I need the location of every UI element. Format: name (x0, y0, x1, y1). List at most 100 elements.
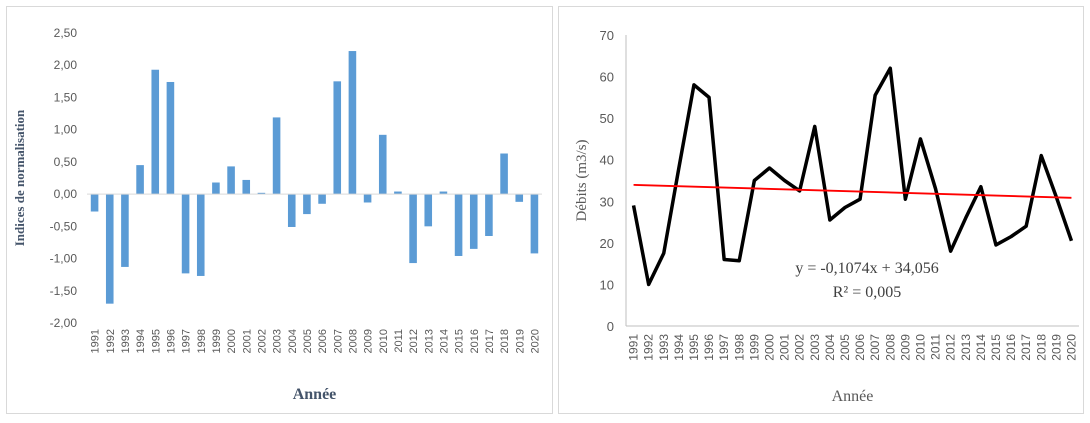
x-axis-title: Année (293, 386, 337, 403)
bar (469, 194, 478, 249)
x-tick-label: 1992 (105, 329, 117, 353)
x-tick-label: 1995 (150, 329, 162, 353)
x-tick-label: 2013 (959, 334, 973, 361)
bar (227, 166, 235, 195)
x-tick-label: 2014 (974, 334, 988, 361)
bar (394, 191, 402, 195)
bar (348, 51, 357, 195)
y-tick-label: 20 (600, 236, 614, 251)
x-tick-label: 2006 (853, 334, 867, 361)
bar (166, 81, 175, 195)
x-tick-label: 2018 (1034, 334, 1048, 361)
y-axis-title: Débits (m3/s) (574, 139, 590, 221)
y-axis-title: Indices de normalisation (12, 109, 27, 246)
bar (105, 194, 114, 304)
y-tick-label: 10 (600, 277, 614, 292)
x-tick-label: 2009 (898, 334, 912, 361)
x-tick-label: 2019 (1049, 334, 1063, 361)
x-tick-label: 1997 (181, 329, 193, 353)
x-tick-label: 1993 (657, 334, 671, 361)
x-tick-label: 1991 (627, 334, 641, 361)
y-tick-label: 0 (607, 319, 614, 334)
x-tick-label: 2002 (256, 329, 268, 353)
x-tick-label: 1993 (120, 329, 132, 353)
bar (272, 117, 281, 195)
x-tick-label: 2020 (1064, 334, 1078, 361)
y-tick-label: 2,00 (54, 58, 78, 72)
y-tick-label: 2,50 (54, 26, 78, 40)
bar (151, 69, 160, 195)
y-tick-label: 0,00 (54, 187, 78, 201)
x-tick-label: 2001 (241, 329, 253, 353)
x-tick-label: 2004 (287, 329, 299, 353)
x-tick-label: 2007 (332, 329, 344, 353)
y-tick-label: 30 (600, 194, 614, 209)
x-tick-label: 2015 (454, 329, 466, 353)
x-tick-label: 2019 (514, 329, 526, 353)
x-tick-label: 1991 (90, 329, 102, 353)
trend-r-squared: R² = 0,005 (833, 284, 902, 301)
y-tick-label: 50 (600, 111, 614, 126)
x-tick-label: 1999 (211, 329, 223, 353)
bar (212, 182, 220, 195)
bar (121, 194, 129, 267)
y-tick-label: 1,50 (54, 90, 78, 104)
bar (196, 194, 205, 276)
y-tick-label: 70 (600, 28, 614, 43)
x-tick-label: 1999 (747, 334, 761, 361)
x-tick-label: 2003 (808, 334, 822, 361)
y-tick-label: -1,00 (50, 252, 78, 266)
y-tick-label: 40 (600, 153, 614, 168)
x-tick-label: 1995 (687, 334, 701, 361)
x-tick-label: 2006 (317, 329, 329, 353)
discharge-series-line (631, 66, 1074, 287)
y-tick-label: -1,50 (50, 284, 78, 298)
x-tick-label: 2018 (499, 329, 511, 353)
bar (530, 194, 539, 254)
bar (439, 191, 448, 195)
x-tick-label: 2016 (469, 329, 481, 353)
x-tick-label: 2010 (913, 334, 927, 361)
bar (257, 192, 266, 195)
x-tick-label: 2017 (484, 329, 496, 353)
x-tick-label: 2001 (778, 334, 792, 361)
x-axis-title: Année (832, 388, 874, 405)
x-tick-label: 2012 (944, 334, 958, 361)
y-tick-label: 60 (600, 70, 614, 85)
bar (500, 153, 508, 195)
normalization-chart-panel: 2,50 2,00 1,50 1,00 0,50 0,00 -0,50 -1,00 -1,50 -… (6, 6, 553, 414)
bar (424, 194, 433, 227)
x-tick-label: 2008 (347, 329, 359, 353)
x-tick-label: 2011 (393, 329, 405, 353)
bar (90, 194, 99, 212)
trend-equation: y = -0,1074x + 34,056 (795, 260, 938, 277)
bar (303, 194, 311, 215)
x-tick-label: 1998 (196, 329, 208, 353)
x-tick-label: 2011 (929, 334, 943, 360)
x-tick-label: 2008 (883, 334, 897, 361)
y-tick-label: -0,50 (50, 219, 78, 233)
x-tick-label: 1996 (165, 329, 177, 353)
x-tick-label: 2020 (529, 329, 541, 353)
x-tick-label: 2000 (762, 334, 776, 361)
x-tick-label: 1998 (732, 334, 746, 361)
x-tick-label: 2005 (838, 334, 852, 361)
x-tick-label: 2016 (1004, 334, 1018, 361)
discharge-chart-panel: 0 10 20 30 40 50 60 70 1991 1992 1993 1994 1995 1996… (558, 6, 1084, 414)
x-tick-label: 2002 (793, 334, 807, 361)
normalization-bar-chart: 2,50 2,00 1,50 1,00 0,50 0,00 -0,50 -1,00 -1,50 -… (12, 26, 542, 403)
bar (409, 194, 417, 264)
x-tick-label: 2005 (302, 329, 314, 353)
bar (363, 194, 372, 203)
x-tick-label: 1997 (717, 334, 731, 361)
x-tick-label: 2003 (272, 329, 284, 353)
x-tick-label: 1996 (702, 334, 716, 361)
bar (242, 179, 251, 195)
y-tick-label: 0,50 (54, 155, 78, 169)
x-tick-label: 2007 (868, 334, 882, 361)
x-tick-label: 2004 (823, 334, 837, 361)
y-tick-label: -2,00 (50, 316, 78, 330)
bar (378, 134, 387, 195)
trend-line (633, 183, 1072, 199)
x-tick-label: 2012 (408, 329, 420, 353)
